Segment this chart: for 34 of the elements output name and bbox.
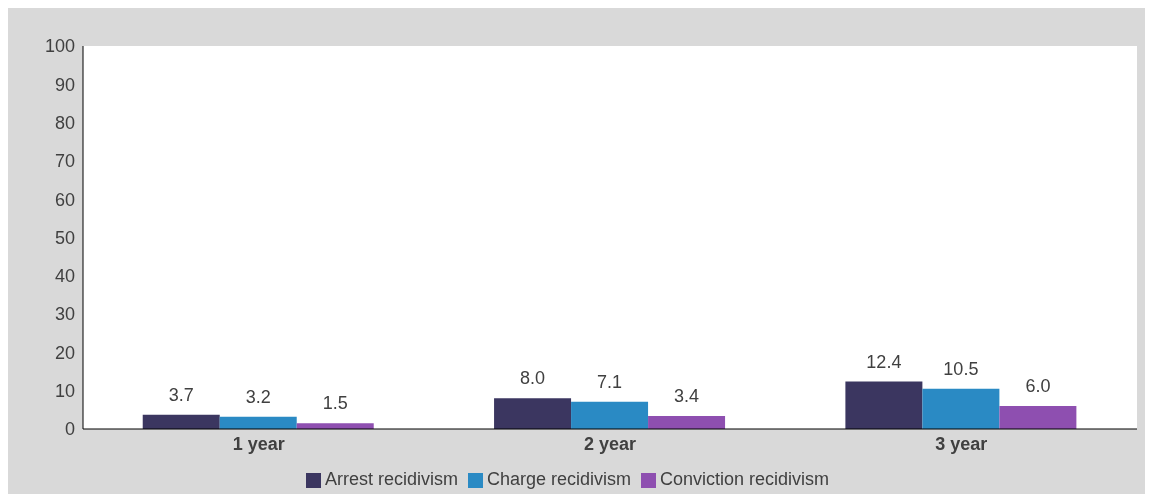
data-label: 1.5 xyxy=(322,393,348,414)
y-tick-label: 80 xyxy=(54,112,75,133)
y-tick-label: 100 xyxy=(44,36,75,57)
y-tick-label: 20 xyxy=(54,342,75,363)
bar xyxy=(648,415,726,429)
bar xyxy=(494,398,572,429)
data-label: 3.2 xyxy=(245,386,271,407)
data-label: 7.1 xyxy=(597,371,623,392)
y-tick-label: 40 xyxy=(54,266,75,287)
data-label: 12.4 xyxy=(866,351,902,372)
data-label: 8.0 xyxy=(520,368,546,389)
legend-label: Conviction recidivism xyxy=(660,469,830,489)
y-tick-label: 70 xyxy=(54,151,75,172)
x-tick-label: 1 year xyxy=(232,433,285,454)
data-label: 6.0 xyxy=(1025,376,1051,397)
y-tick-label: 10 xyxy=(54,381,75,402)
x-tick-label: 2 year xyxy=(583,433,637,454)
y-tick-label: 50 xyxy=(54,227,75,248)
y-tick-label: 30 xyxy=(54,304,75,325)
y-tick-label: 90 xyxy=(54,74,75,95)
legend-label: Charge recidivism xyxy=(486,469,631,489)
y-tick-label: 0 xyxy=(64,419,75,440)
data-label: 3.7 xyxy=(168,384,194,405)
bar xyxy=(845,381,923,429)
x-tick-label: 3 year xyxy=(935,433,988,454)
data-label: 10.5 xyxy=(943,358,979,379)
bar xyxy=(999,406,1077,429)
bar xyxy=(219,416,297,429)
y-tick-label: 60 xyxy=(54,189,75,210)
bar xyxy=(571,401,649,429)
data-label: 3.4 xyxy=(674,385,700,406)
bar xyxy=(142,414,220,429)
legend-label: Arrest recidivism xyxy=(324,469,458,489)
bar xyxy=(922,388,1000,429)
